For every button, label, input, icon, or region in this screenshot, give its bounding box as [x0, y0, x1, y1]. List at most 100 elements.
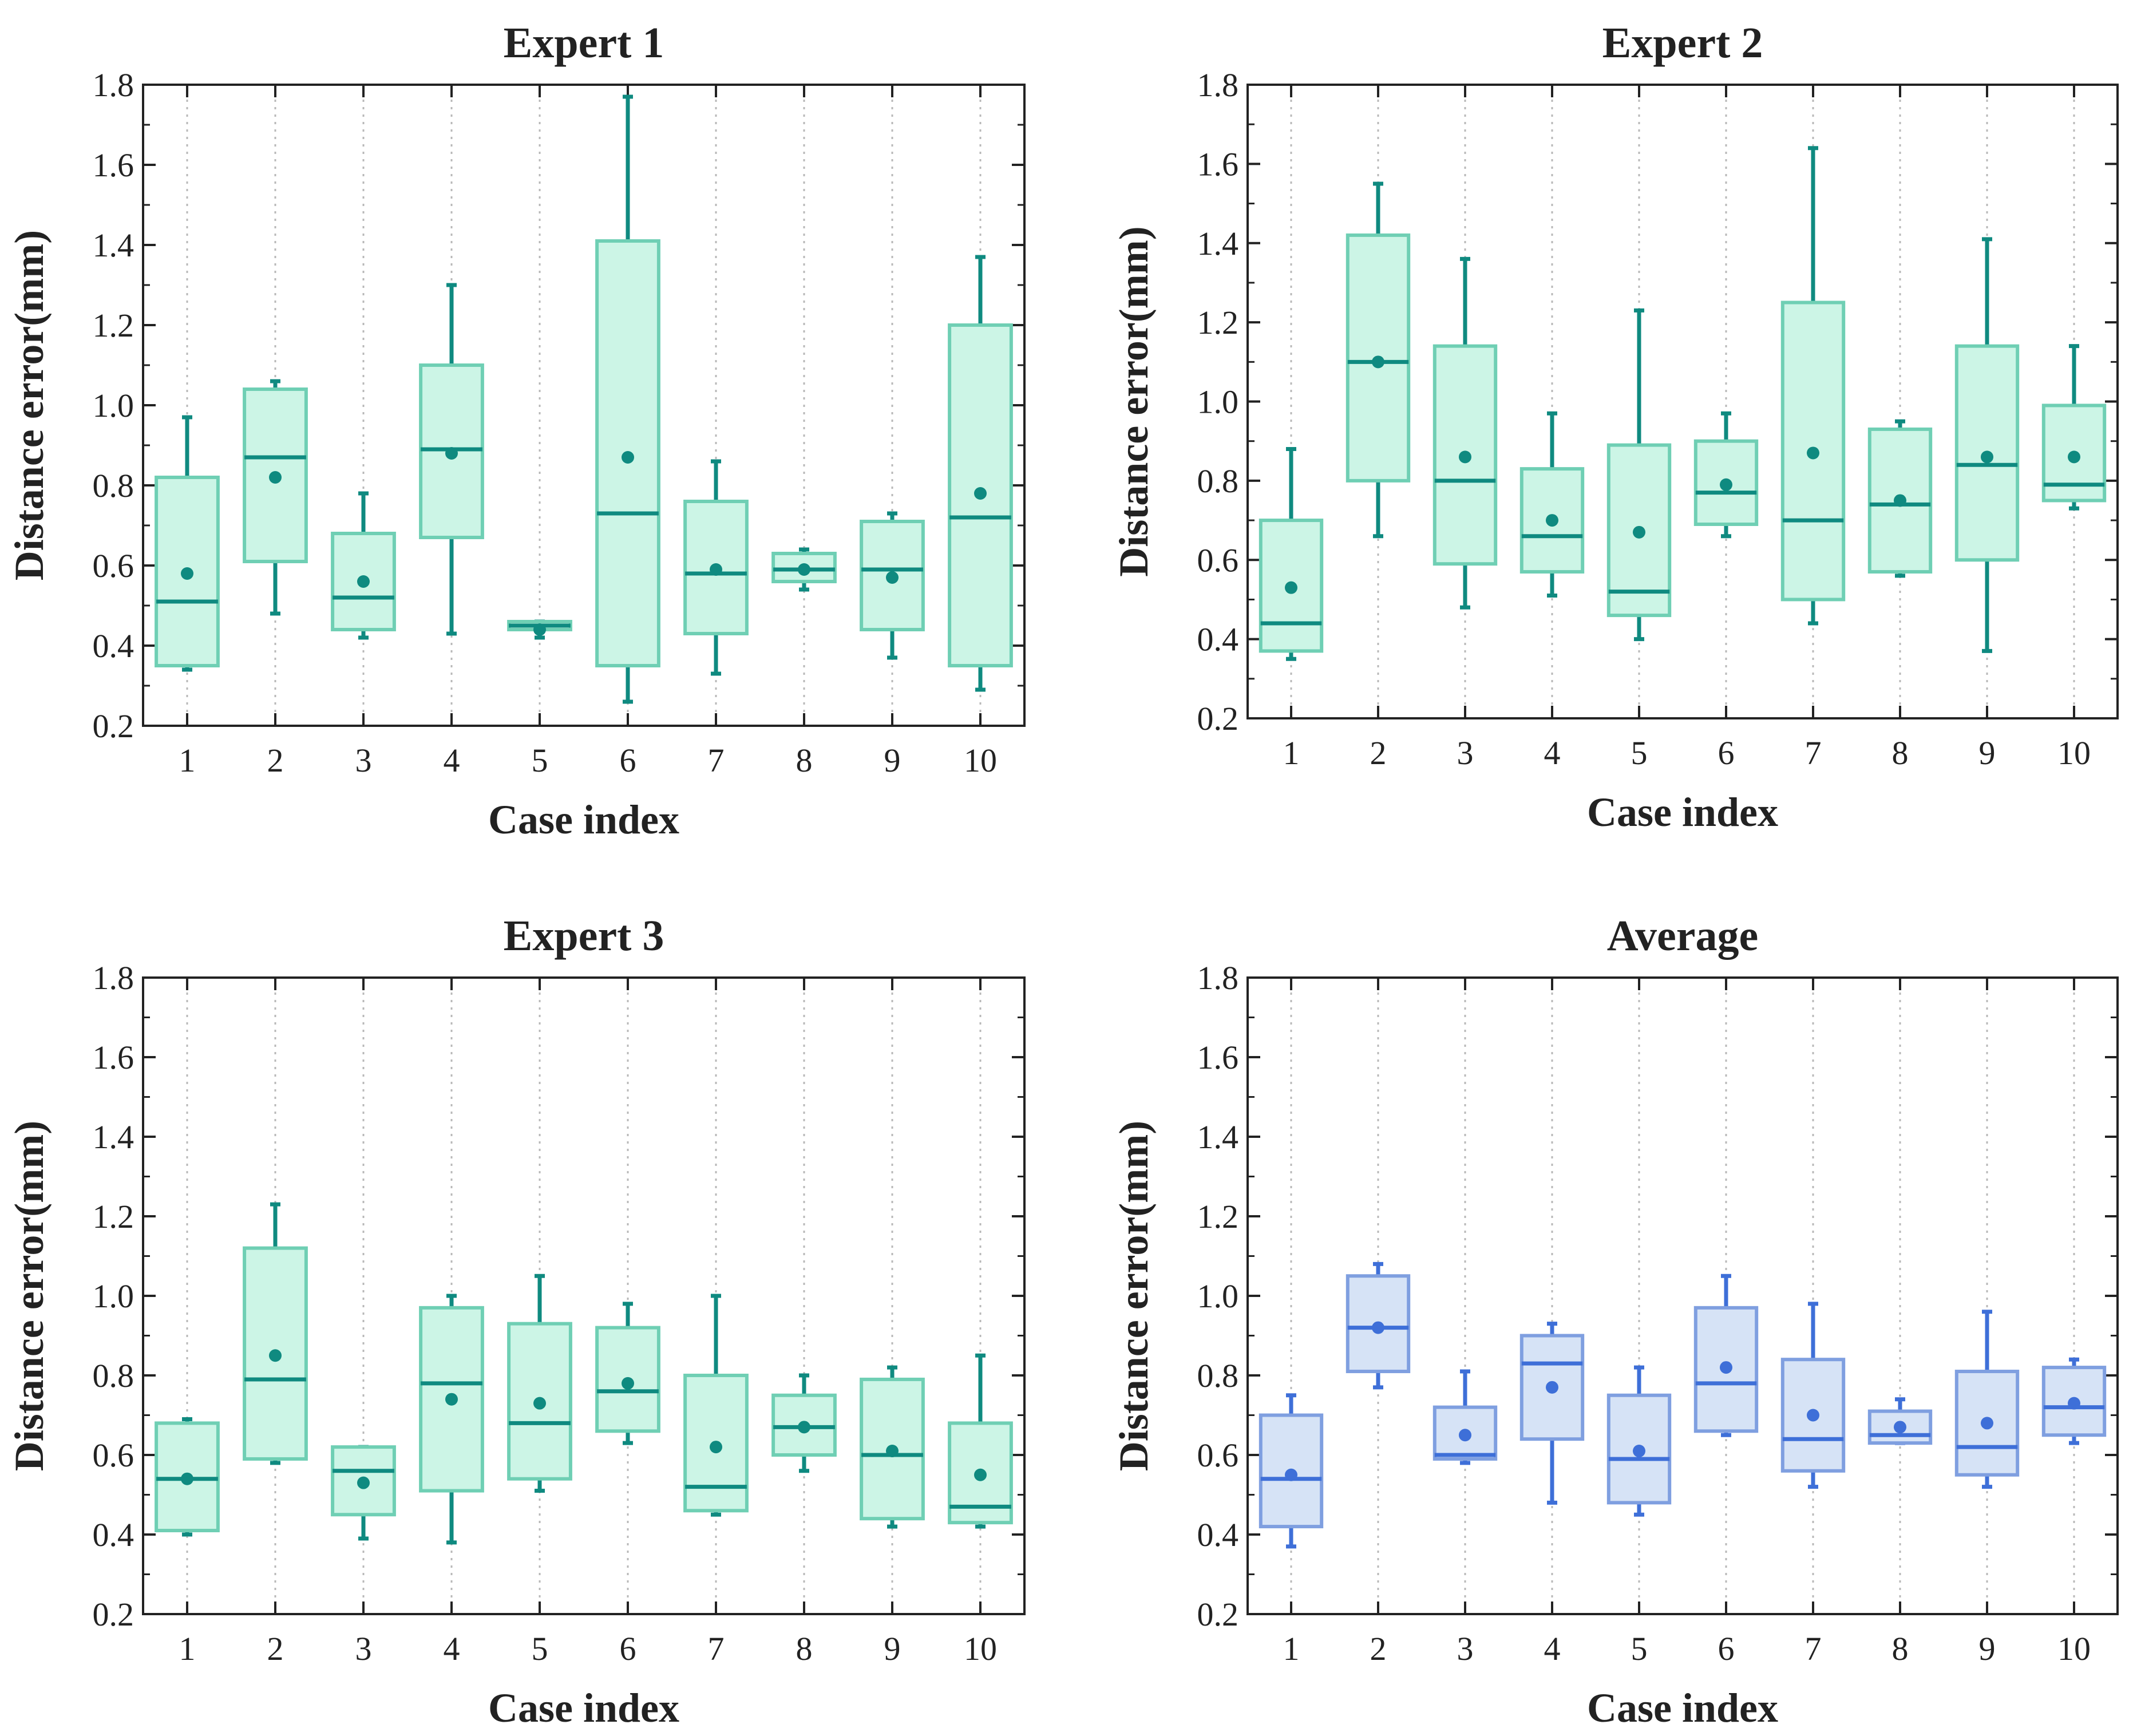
mean-marker — [974, 487, 987, 500]
y-tick-label: 1.6 — [93, 147, 134, 184]
y-tick-label: 0.6 — [1197, 541, 1239, 579]
box-case-2 — [1346, 181, 1411, 539]
y-tick-label: 1.0 — [93, 1278, 134, 1315]
mean-marker — [886, 1445, 899, 1458]
y-tick-label: 0.4 — [1197, 1516, 1239, 1553]
x-tick-label: 3 — [355, 1630, 372, 1667]
box-case-2 — [243, 379, 308, 616]
x-tick-label: 10 — [964, 1630, 997, 1667]
mean-marker — [1633, 1445, 1645, 1458]
box-case-7 — [683, 1294, 749, 1517]
mean-marker — [886, 571, 899, 584]
y-tick-label: 1.6 — [1197, 1039, 1239, 1076]
box-case-8 — [1867, 419, 1933, 578]
mean-marker — [1807, 1409, 1819, 1422]
x-tick-label: 4 — [1544, 734, 1561, 772]
mean-marker — [1285, 581, 1297, 594]
x-tick-label: 6 — [620, 742, 636, 779]
box-case-7 — [1780, 146, 1846, 626]
box-case-3 — [331, 491, 396, 640]
box-case-5 — [1606, 308, 1672, 642]
box-case-4 — [1519, 1322, 1585, 1505]
chart-title: Average — [1607, 912, 1758, 960]
x-tick-label: 2 — [1370, 734, 1387, 772]
mean-marker — [1546, 1381, 1558, 1394]
y-tick-label: 0.8 — [1197, 1357, 1239, 1394]
x-tick-label: 10 — [964, 742, 997, 779]
y-tick-label: 0.8 — [1197, 462, 1239, 500]
mean-marker — [1981, 450, 1993, 464]
box-case-9 — [860, 1365, 925, 1529]
mean-marker — [1633, 525, 1645, 539]
mean-marker — [1546, 514, 1558, 527]
mean-marker — [1720, 478, 1732, 491]
box-case-10 — [948, 255, 1013, 692]
mean-marker — [622, 1377, 634, 1390]
chart-panel-4: 0.2 0.4 0.6 0.8 1.0 1.2 1.4 1.6 1.8 1 2 3 4 5 6 7 8 9 10 Av… — [1111, 912, 2119, 1731]
mean-marker — [1285, 1468, 1297, 1481]
x-tick-label: 1 — [1283, 734, 1300, 772]
box-case-2 — [243, 1202, 308, 1465]
x-tick-label: 8 — [796, 742, 813, 779]
mean-marker — [1372, 355, 1384, 369]
y-tick-label: 1.2 — [1197, 1198, 1239, 1235]
box-case-9 — [860, 511, 925, 660]
mean-marker — [445, 1393, 458, 1406]
mean-marker — [798, 563, 810, 576]
box-case-1 — [1259, 447, 1324, 661]
mean-marker — [710, 563, 722, 576]
y-tick-label: 0.2 — [93, 1596, 134, 1633]
y-tick-label: 1.2 — [93, 307, 134, 344]
box-case-5 — [1606, 1365, 1672, 1517]
y-tick-label: 0.4 — [93, 1516, 134, 1553]
x-tick-label: 7 — [1805, 734, 1822, 772]
box-case-5 — [507, 1274, 572, 1493]
x-tick-label: 10 — [2057, 1630, 2091, 1667]
mean-marker — [2068, 1397, 2080, 1410]
mean-marker — [181, 567, 193, 580]
box-case-4 — [419, 1294, 484, 1545]
x-tick-label: 6 — [1718, 1630, 1735, 1667]
mean-marker — [269, 471, 282, 484]
box-case-10 — [2041, 344, 2107, 511]
y-tick-label: 1.8 — [1197, 959, 1239, 996]
mean-marker — [533, 1397, 546, 1410]
y-tick-label: 1.8 — [93, 959, 134, 996]
chart-title: Expert 3 — [504, 912, 664, 960]
box-case-1 — [155, 1417, 220, 1537]
iqr-box — [683, 500, 749, 635]
mean-marker — [622, 451, 634, 464]
mean-marker — [357, 1476, 370, 1489]
x-tick-label: 3 — [1457, 734, 1474, 772]
x-tick-label: 9 — [884, 1630, 901, 1667]
x-tick-label: 9 — [1979, 1630, 1996, 1667]
box-case-4 — [1519, 411, 1585, 598]
y-tick-label: 0.2 — [93, 707, 134, 745]
box-case-10 — [2041, 1357, 2107, 1445]
box-case-7 — [1780, 1302, 1846, 1489]
x-tick-label: 1 — [1283, 1630, 1300, 1667]
box-case-5 — [507, 619, 572, 640]
y-tick-label: 1.8 — [93, 66, 134, 104]
mean-marker — [1807, 446, 1819, 460]
x-tick-label: 5 — [1631, 734, 1648, 772]
y-tick-label: 1.0 — [93, 387, 134, 424]
x-tick-label: 7 — [1805, 1630, 1822, 1667]
mean-marker — [181, 1472, 193, 1485]
box-case-6 — [1693, 411, 1759, 539]
y-tick-label: 0.4 — [93, 627, 134, 665]
mean-marker — [2068, 450, 2080, 464]
mean-marker — [1459, 1429, 1471, 1442]
box-case-1 — [1259, 1393, 1324, 1549]
x-tick-label: 2 — [1370, 1630, 1387, 1667]
mean-marker — [269, 1349, 282, 1362]
box-case-2 — [1346, 1262, 1411, 1390]
x-tick-label: 10 — [2057, 734, 2091, 772]
y-axis-label: Distance error(mm) — [6, 1121, 52, 1471]
y-tick-label: 1.2 — [93, 1198, 134, 1235]
y-tick-label: 1.8 — [1197, 66, 1239, 104]
y-tick-label: 0.6 — [1197, 1437, 1239, 1474]
y-tick-label: 1.4 — [1197, 1118, 1239, 1156]
mean-marker — [974, 1468, 987, 1481]
